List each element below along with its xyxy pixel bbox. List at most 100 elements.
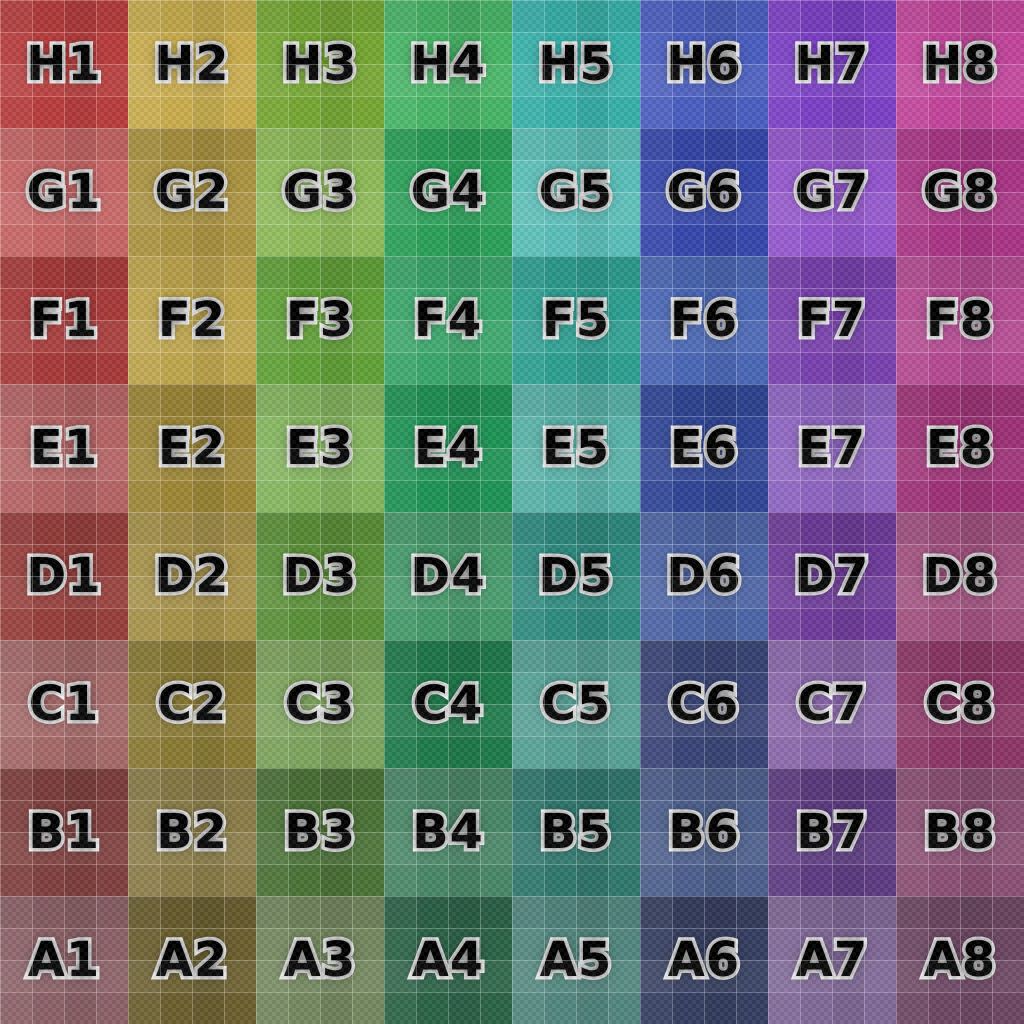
grid-cell-e3[interactable]: E3 [256, 384, 384, 512]
grid-cell-c2[interactable]: C2 [128, 640, 256, 768]
cell-label-c4: C4 [409, 676, 486, 732]
grid-cell-b5[interactable]: B5 [512, 768, 640, 896]
cell-label-b2: B2 [153, 804, 231, 860]
cell-label-e6: E6 [666, 420, 740, 476]
grid-cell-h3[interactable]: H3 [256, 0, 384, 128]
cell-label-c1: C1 [25, 676, 102, 732]
grid-cell-e8[interactable]: E8 [896, 384, 1024, 512]
cell-label-a7: A7 [792, 932, 871, 988]
cell-label-a8: A8 [920, 932, 999, 988]
grid-cell-h7[interactable]: H7 [768, 0, 896, 128]
grid-cell-b8[interactable]: B8 [896, 768, 1024, 896]
grid-cell-a2[interactable]: A2 [128, 896, 256, 1024]
grid-cell-e1[interactable]: E1 [0, 384, 128, 512]
grid-cell-f5[interactable]: F5 [512, 256, 640, 384]
grid-cell-f4[interactable]: F4 [384, 256, 512, 384]
grid-cell-g4[interactable]: G4 [384, 128, 512, 256]
grid-cell-a6[interactable]: A6 [640, 896, 768, 1024]
grid-cell-g5[interactable]: G5 [512, 128, 640, 256]
grid-cell-c4[interactable]: C4 [384, 640, 512, 768]
grid-cell-h1[interactable]: H1 [0, 0, 128, 128]
grid-cell-g6[interactable]: G6 [640, 128, 768, 256]
cell-label-f7: F7 [794, 292, 868, 348]
cell-label-a6: A6 [664, 932, 743, 988]
cell-label-h1: H1 [23, 36, 105, 92]
grid-cell-g7[interactable]: G7 [768, 128, 896, 256]
grid-cell-e7[interactable]: E7 [768, 384, 896, 512]
cell-label-h6: H6 [663, 36, 745, 92]
grid-cell-d4[interactable]: D4 [384, 512, 512, 640]
grid-cell-a4[interactable]: A4 [384, 896, 512, 1024]
grid-cell-f6[interactable]: F6 [640, 256, 768, 384]
grid-cell-a1[interactable]: A1 [0, 896, 128, 1024]
cell-label-e4: E4 [410, 420, 484, 476]
grid-cell-c6[interactable]: C6 [640, 640, 768, 768]
grid-cell-f7[interactable]: F7 [768, 256, 896, 384]
grid-cell-d5[interactable]: D5 [512, 512, 640, 640]
grid-cell-f3[interactable]: F3 [256, 256, 384, 384]
cell-label-g5: G5 [535, 164, 616, 220]
grid-cell-d8[interactable]: D8 [896, 512, 1024, 640]
grid-cell-e5[interactable]: E5 [512, 384, 640, 512]
grid-cell-h5[interactable]: H5 [512, 0, 640, 128]
grid-cell-c3[interactable]: C3 [256, 640, 384, 768]
grid-cell-b3[interactable]: B3 [256, 768, 384, 896]
grid-cell-d2[interactable]: D2 [128, 512, 256, 640]
cell-label-e2: E2 [154, 420, 228, 476]
cell-label-a5: A5 [536, 932, 615, 988]
cell-label-f1: F1 [26, 292, 100, 348]
cell-label-e5: E5 [538, 420, 612, 476]
grid-cell-c1[interactable]: C1 [0, 640, 128, 768]
cell-label-b4: B4 [409, 804, 487, 860]
cell-label-c5: C5 [537, 676, 614, 732]
cell-label-d2: D2 [151, 548, 232, 604]
grid-cell-a5[interactable]: A5 [512, 896, 640, 1024]
grid-cell-a8[interactable]: A8 [896, 896, 1024, 1024]
cell-label-a2: A2 [152, 932, 231, 988]
grid-cell-h6[interactable]: H6 [640, 0, 768, 128]
cell-label-d4: D4 [407, 548, 488, 604]
grid-cell-e2[interactable]: E2 [128, 384, 256, 512]
grid-cell-h2[interactable]: H2 [128, 0, 256, 128]
cell-label-h8: H8 [919, 36, 1001, 92]
grid-cell-d7[interactable]: D7 [768, 512, 896, 640]
cell-label-f8: F8 [922, 292, 996, 348]
cell-label-g8: G8 [919, 164, 1000, 220]
cell-label-f2: F2 [154, 292, 228, 348]
grid-cell-d6[interactable]: D6 [640, 512, 768, 640]
grid-cell-e4[interactable]: E4 [384, 384, 512, 512]
cell-label-f5: F5 [538, 292, 612, 348]
grid-cell-d1[interactable]: D1 [0, 512, 128, 640]
grid-cell-g3[interactable]: G3 [256, 128, 384, 256]
cell-label-g4: G4 [407, 164, 488, 220]
grid-cell-f8[interactable]: F8 [896, 256, 1024, 384]
grid-cell-h8[interactable]: H8 [896, 0, 1024, 128]
cell-label-e3: E3 [282, 420, 356, 476]
grid-cell-g2[interactable]: G2 [128, 128, 256, 256]
grid-cell-d3[interactable]: D3 [256, 512, 384, 640]
grid-cell-b2[interactable]: B2 [128, 768, 256, 896]
cell-label-a4: A4 [408, 932, 487, 988]
cell-label-b5: B5 [537, 804, 615, 860]
grid-cell-g1[interactable]: G1 [0, 128, 128, 256]
cell-label-e7: E7 [794, 420, 868, 476]
grid-cell-a7[interactable]: A7 [768, 896, 896, 1024]
cell-label-b3: B3 [281, 804, 359, 860]
grid-cell-a3[interactable]: A3 [256, 896, 384, 1024]
cell-label-e8: E8 [922, 420, 996, 476]
grid-cell-b6[interactable]: B6 [640, 768, 768, 896]
cell-label-c2: C2 [153, 676, 230, 732]
grid-cell-c5[interactable]: C5 [512, 640, 640, 768]
cell-label-d8: D8 [919, 548, 1000, 604]
grid-cell-b4[interactable]: B4 [384, 768, 512, 896]
grid-cell-b1[interactable]: B1 [0, 768, 128, 896]
cell-label-f6: F6 [666, 292, 740, 348]
grid-cell-f2[interactable]: F2 [128, 256, 256, 384]
grid-cell-b7[interactable]: B7 [768, 768, 896, 896]
grid-cell-h4[interactable]: H4 [384, 0, 512, 128]
grid-cell-f1[interactable]: F1 [0, 256, 128, 384]
grid-cell-c7[interactable]: C7 [768, 640, 896, 768]
grid-cell-c8[interactable]: C8 [896, 640, 1024, 768]
grid-cell-e6[interactable]: E6 [640, 384, 768, 512]
grid-cell-g8[interactable]: G8 [896, 128, 1024, 256]
